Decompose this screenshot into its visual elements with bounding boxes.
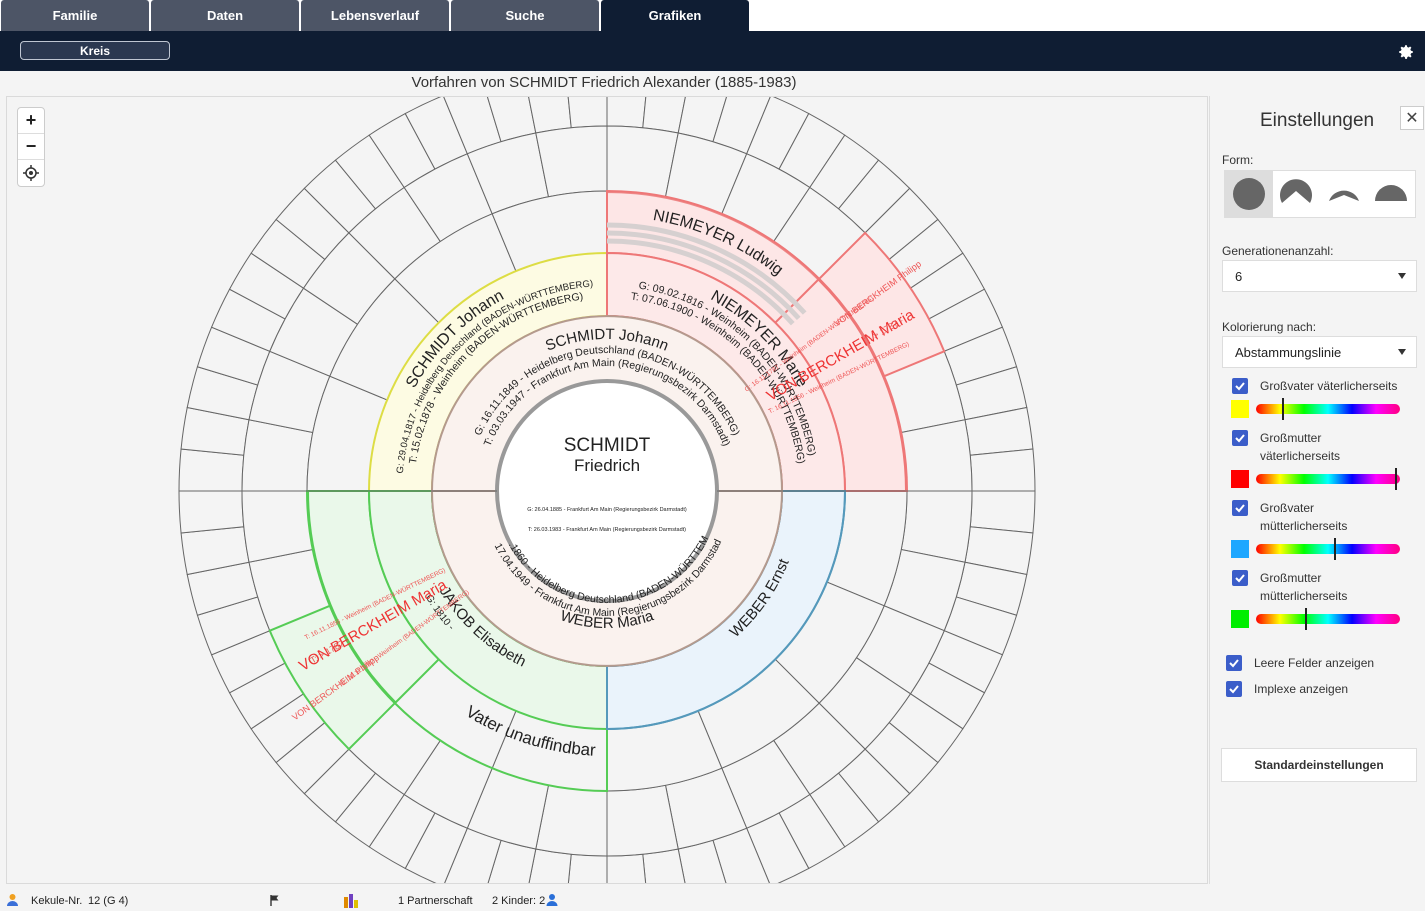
- root-surname: SCHMIDT: [564, 435, 651, 456]
- ancestor-gen5-23[interactable]: [241, 490, 314, 563]
- chevron-down-icon: [1398, 273, 1406, 279]
- generations-label: Generationenanzahl:: [1222, 244, 1334, 258]
- close-icon[interactable]: ✕: [1400, 106, 1424, 130]
- form-half-circle-icon[interactable]: [1368, 171, 1416, 217]
- line-checkbox-2[interactable]: [1232, 500, 1248, 516]
- coloring-value: Abstammungslinie: [1235, 344, 1342, 360]
- root-death: T: 26.03.1983 - Frankfurt Am Main (Regie…: [528, 527, 686, 533]
- implex-arc: [606, 230, 801, 321]
- slider-handle[interactable]: [1305, 608, 1308, 630]
- line-label-3: Großmutter mütterlicherseits: [1260, 569, 1347, 605]
- root-birth: G: 26.04.1885 - Frankfurt Am Main (Regie…: [527, 507, 687, 513]
- reset-defaults-button[interactable]: Standardeinstellungen: [1221, 748, 1417, 782]
- chart-title: Vorfahren von SCHMIDT Friedrich Alexande…: [411, 74, 797, 91]
- tab-bar: Familie Daten Lebensverlauf Suche Grafik…: [0, 0, 1425, 31]
- form-three-quarter-icon[interactable]: [1273, 171, 1321, 217]
- ancestor-gen6-31[interactable]: [606, 853, 649, 884]
- implex-arc: [606, 222, 807, 315]
- zoom-out-button[interactable]: −: [18, 134, 44, 160]
- line-label-text-2: väterlicherseits: [1260, 449, 1341, 463]
- form-selector: [1224, 170, 1416, 218]
- line-color-swatch-3[interactable]: [1231, 610, 1249, 628]
- show-empty-label: Leere Felder anzeigen: [1254, 656, 1375, 670]
- line-label-text-2: mütterlicherseits: [1260, 589, 1348, 603]
- chevron-down-icon: [1398, 349, 1406, 355]
- child-person-icon: [546, 893, 558, 909]
- ancestor-gen6-32[interactable]: [565, 853, 608, 884]
- root-given: Friedrich: [574, 456, 640, 475]
- implex-arc: [606, 238, 795, 326]
- fan-chart-area[interactable]: SCHMIDT Friedrich G: 26.04.1885 - Frankfur…: [6, 96, 1208, 884]
- show-implex-label: Implexe anzeigen: [1254, 682, 1349, 696]
- slider-handle[interactable]: [1394, 468, 1397, 490]
- ancestor-gen6-63[interactable]: [565, 97, 608, 129]
- line-color-swatch-2[interactable]: [1231, 540, 1249, 558]
- tab-suche[interactable]: Suche: [451, 0, 599, 31]
- toolbar: Kreis: [0, 31, 1425, 71]
- center-icon[interactable]: [18, 160, 44, 186]
- form-two-thirds-icon[interactable]: [1320, 171, 1368, 217]
- generations-value: 6: [1235, 268, 1243, 284]
- line-color-swatch-1[interactable]: [1231, 470, 1249, 488]
- show-implex-checkbox[interactable]: [1226, 681, 1242, 697]
- line-checkbox-0[interactable]: [1232, 378, 1248, 394]
- ancestor-gen5-7[interactable]: [900, 419, 973, 492]
- children-count: 2 Kinder: 2: [492, 895, 546, 907]
- ancestor-gen6-47[interactable]: [178, 490, 245, 534]
- line-color-swatch-0[interactable]: [1231, 400, 1249, 418]
- show-empty-checkbox[interactable]: [1226, 655, 1242, 671]
- form-full-circle-icon[interactable]: [1225, 171, 1273, 217]
- line-label-text: Großmutter: [1260, 571, 1322, 585]
- settings-title: Einstellungen: [1260, 110, 1375, 131]
- coloring-select[interactable]: Abstammungslinie: [1222, 336, 1417, 368]
- zoom-in-button[interactable]: +: [18, 108, 44, 134]
- ancestor-gen6-15[interactable]: [969, 448, 1036, 492]
- kekule-label: Kekule-Nr.: [31, 895, 83, 907]
- line-label-text: Großvater väterlicherseits: [1260, 379, 1398, 393]
- flag-icon: [269, 894, 281, 909]
- slider-handle[interactable]: [1282, 398, 1285, 420]
- bar-chart-icon: [344, 894, 362, 911]
- tab-daten[interactable]: Daten: [151, 0, 299, 31]
- partnerships-count: 1 Partnerschaft: [398, 895, 473, 907]
- ancestor-gen6-16[interactable]: [969, 490, 1036, 534]
- ancestor-gen5-15[interactable]: [606, 784, 679, 857]
- line-color-slider-0[interactable]: [1256, 398, 1400, 420]
- zoom-control: + −: [17, 107, 45, 187]
- tab-grafiken[interactable]: Grafiken: [601, 0, 749, 31]
- status-bar: Kekule-Nr. 12 (G 4) 1 Partnerschaft 2 Ki…: [0, 888, 1425, 910]
- line-label-text: Großvater: [1260, 501, 1315, 515]
- line-color-slider-1[interactable]: [1256, 468, 1400, 490]
- line-label-0: Großvater väterlicherseits: [1260, 377, 1397, 395]
- line-label-text-2: mütterlicherseits: [1260, 519, 1348, 533]
- form-label: Form:: [1222, 153, 1254, 167]
- coloring-label: Kolorierung nach:: [1222, 320, 1317, 334]
- person-icon: [6, 893, 19, 909]
- slider-handle[interactable]: [1334, 538, 1337, 560]
- chart-type-button[interactable]: Kreis: [20, 41, 170, 60]
- generations-select[interactable]: 6: [1222, 260, 1417, 292]
- gear-icon[interactable]: [1397, 43, 1415, 61]
- line-label-2: Großvater mütterlicherseits: [1260, 499, 1347, 535]
- line-color-slider-3[interactable]: [1256, 608, 1400, 630]
- line-label-text: Großmutter: [1260, 431, 1322, 445]
- tab-lebensverlauf[interactable]: Lebensverlauf: [301, 0, 449, 31]
- ancestor-gen6-48[interactable]: [178, 448, 245, 492]
- line-label-1: Großmutter väterlicherseits: [1260, 429, 1340, 465]
- settings-panel: Einstellungen ✕ Form: Generationenanzahl…: [1209, 96, 1425, 884]
- ancestor-gen5-31[interactable]: [535, 125, 608, 198]
- ancestor-gen6-0[interactable]: [606, 97, 649, 129]
- line-checkbox-1[interactable]: [1232, 430, 1248, 446]
- tab-familie[interactable]: Familie: [1, 0, 149, 31]
- line-color-slider-2[interactable]: [1256, 538, 1400, 560]
- kekule-value: 12 (G 4): [88, 895, 129, 907]
- line-checkbox-3[interactable]: [1232, 570, 1248, 586]
